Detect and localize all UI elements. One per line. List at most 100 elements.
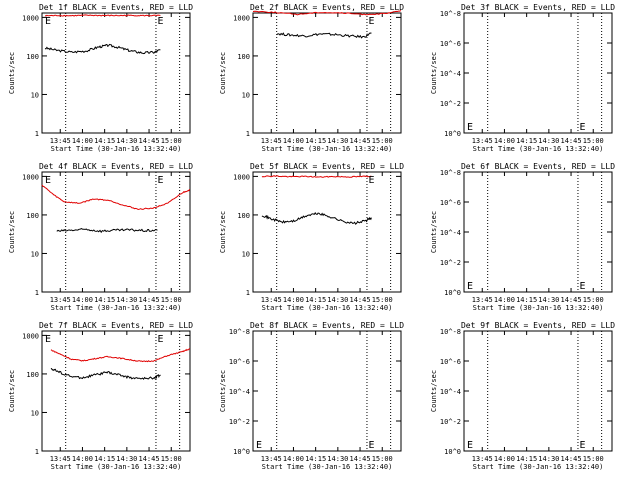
x-tick-label: 13:45 [50, 137, 71, 145]
y-tick-label: 1 [35, 130, 39, 138]
y-tick-label: 100 [237, 212, 250, 220]
x-tick-label: 14:00 [72, 296, 93, 304]
x-tick-label: 13:45 [50, 296, 71, 304]
x-tick-label: 14:30 [538, 455, 559, 463]
y-tick-label: 10 [31, 91, 39, 99]
plot-frame [463, 171, 613, 293]
x-tick-label: 15:00 [372, 296, 393, 304]
x-tick-label: 14:15 [305, 455, 326, 463]
y-tick-label: 1 [35, 448, 39, 456]
plot-frame [252, 171, 402, 293]
series-line-lld [252, 10, 402, 16]
error-marker: E [368, 175, 374, 186]
series-line-lld [261, 175, 372, 178]
panel-title: Det 5f BLACK = Events, RED = LLD [250, 162, 404, 171]
plot-frame [252, 330, 402, 452]
panel-title: Det 7f BLACK = Events, RED = LLD [39, 321, 193, 330]
x-tick-label: 14:15 [305, 296, 326, 304]
y-tick-label: 10 [242, 250, 250, 258]
y-tick-label: 10^-4 [440, 229, 461, 237]
y-tick-label: 10 [31, 250, 39, 258]
y-tick-label: 10^-8 [440, 328, 461, 336]
y-tick-label: 1000 [22, 14, 39, 22]
y-tick-label: 10^-2 [440, 418, 461, 426]
y-tick-label: 1000 [22, 173, 39, 181]
x-tick-label: 13:45 [472, 455, 493, 463]
x-tick-label: 14:30 [116, 455, 137, 463]
y-tick-label: 1 [246, 130, 250, 138]
x-tick-label: 13:45 [261, 137, 282, 145]
plot-frame [463, 330, 613, 452]
x-tick-label: 15:00 [161, 137, 182, 145]
error-marker: E [467, 440, 473, 451]
x-tick-label: 15:00 [161, 455, 182, 463]
series-line-events [261, 212, 372, 225]
x-tick-label: 14:45 [350, 296, 371, 304]
y-tick-label: 10^-6 [440, 358, 461, 366]
x-tick-label: 14:00 [72, 455, 93, 463]
x-tick-label: 14:30 [327, 296, 348, 304]
error-marker: E [467, 122, 473, 133]
x-tick-label: 14:30 [116, 137, 137, 145]
y-tick-label: 1 [246, 289, 250, 297]
plot-frame [463, 12, 613, 134]
plot-frame [252, 12, 402, 134]
x-tick-label: 13:45 [472, 296, 493, 304]
x-axis-label: Start Time (30-Jan-16 13:32:40) [473, 463, 604, 471]
panel-title: Det 4f BLACK = Events, RED = LLD [39, 162, 193, 171]
y-axis-label: Counts/sec [430, 211, 438, 253]
x-tick-label: 14:45 [350, 455, 371, 463]
series-line-lld [44, 14, 161, 17]
y-tick-label: 1000 [233, 173, 250, 181]
x-tick-label: 13:45 [261, 455, 282, 463]
y-axis-label: Counts/sec [8, 52, 16, 94]
error-marker: E [45, 175, 51, 186]
x-tick-label: 14:45 [139, 137, 160, 145]
y-tick-label: 100 [26, 212, 39, 220]
panel-title: Det 6f BLACK = Events, RED = LLD [461, 162, 615, 171]
x-tick-label: 14:00 [283, 137, 304, 145]
x-tick-label: 13:45 [261, 296, 282, 304]
y-tick-label: 10^0 [444, 289, 461, 297]
y-tick-label: 10^-8 [440, 10, 461, 18]
panel-title: Det 2f BLACK = Events, RED = LLD [250, 3, 404, 12]
y-tick-label: 10^-8 [440, 169, 461, 177]
x-axis-label: Start Time (30-Jan-16 13:32:40) [473, 145, 604, 153]
x-tick-label: 15:00 [161, 296, 182, 304]
y-axis-label: Counts/sec [430, 370, 438, 412]
x-tick-label: 14:45 [350, 137, 371, 145]
y-tick-label: 10^0 [444, 448, 461, 456]
error-marker: E [157, 334, 163, 345]
x-axis-label: Start Time (30-Jan-16 13:32:40) [51, 145, 182, 153]
error-marker: E [579, 122, 585, 133]
x-tick-label: 14:15 [94, 137, 115, 145]
x-tick-label: 14:00 [494, 455, 515, 463]
x-tick-label: 14:30 [538, 137, 559, 145]
series-line-events [56, 228, 158, 234]
y-tick-label: 10^-4 [440, 388, 461, 396]
error-marker: E [467, 281, 473, 292]
y-tick-label: 10^-4 [440, 70, 461, 78]
x-tick-label: 14:15 [94, 455, 115, 463]
error-marker: E [368, 16, 374, 27]
panel-det-5: Det 5f BLACK = Events, RED = LLD 13:45 14:… [219, 162, 404, 312]
error-marker: E [256, 440, 262, 451]
x-tick-label: 15:00 [583, 137, 604, 145]
y-tick-label: 10^-2 [229, 418, 250, 426]
series-line-lld [50, 348, 190, 363]
x-tick-label: 14:15 [94, 296, 115, 304]
x-tick-label: 13:45 [472, 137, 493, 145]
x-tick-label: 14:45 [139, 455, 160, 463]
y-tick-label: 10 [242, 91, 250, 99]
x-axis-label: Start Time (30-Jan-16 13:32:40) [51, 304, 182, 312]
series-line-events [50, 368, 161, 381]
x-tick-label: 14:00 [494, 296, 515, 304]
series-line-events [44, 43, 161, 55]
error-marker: E [157, 16, 163, 27]
